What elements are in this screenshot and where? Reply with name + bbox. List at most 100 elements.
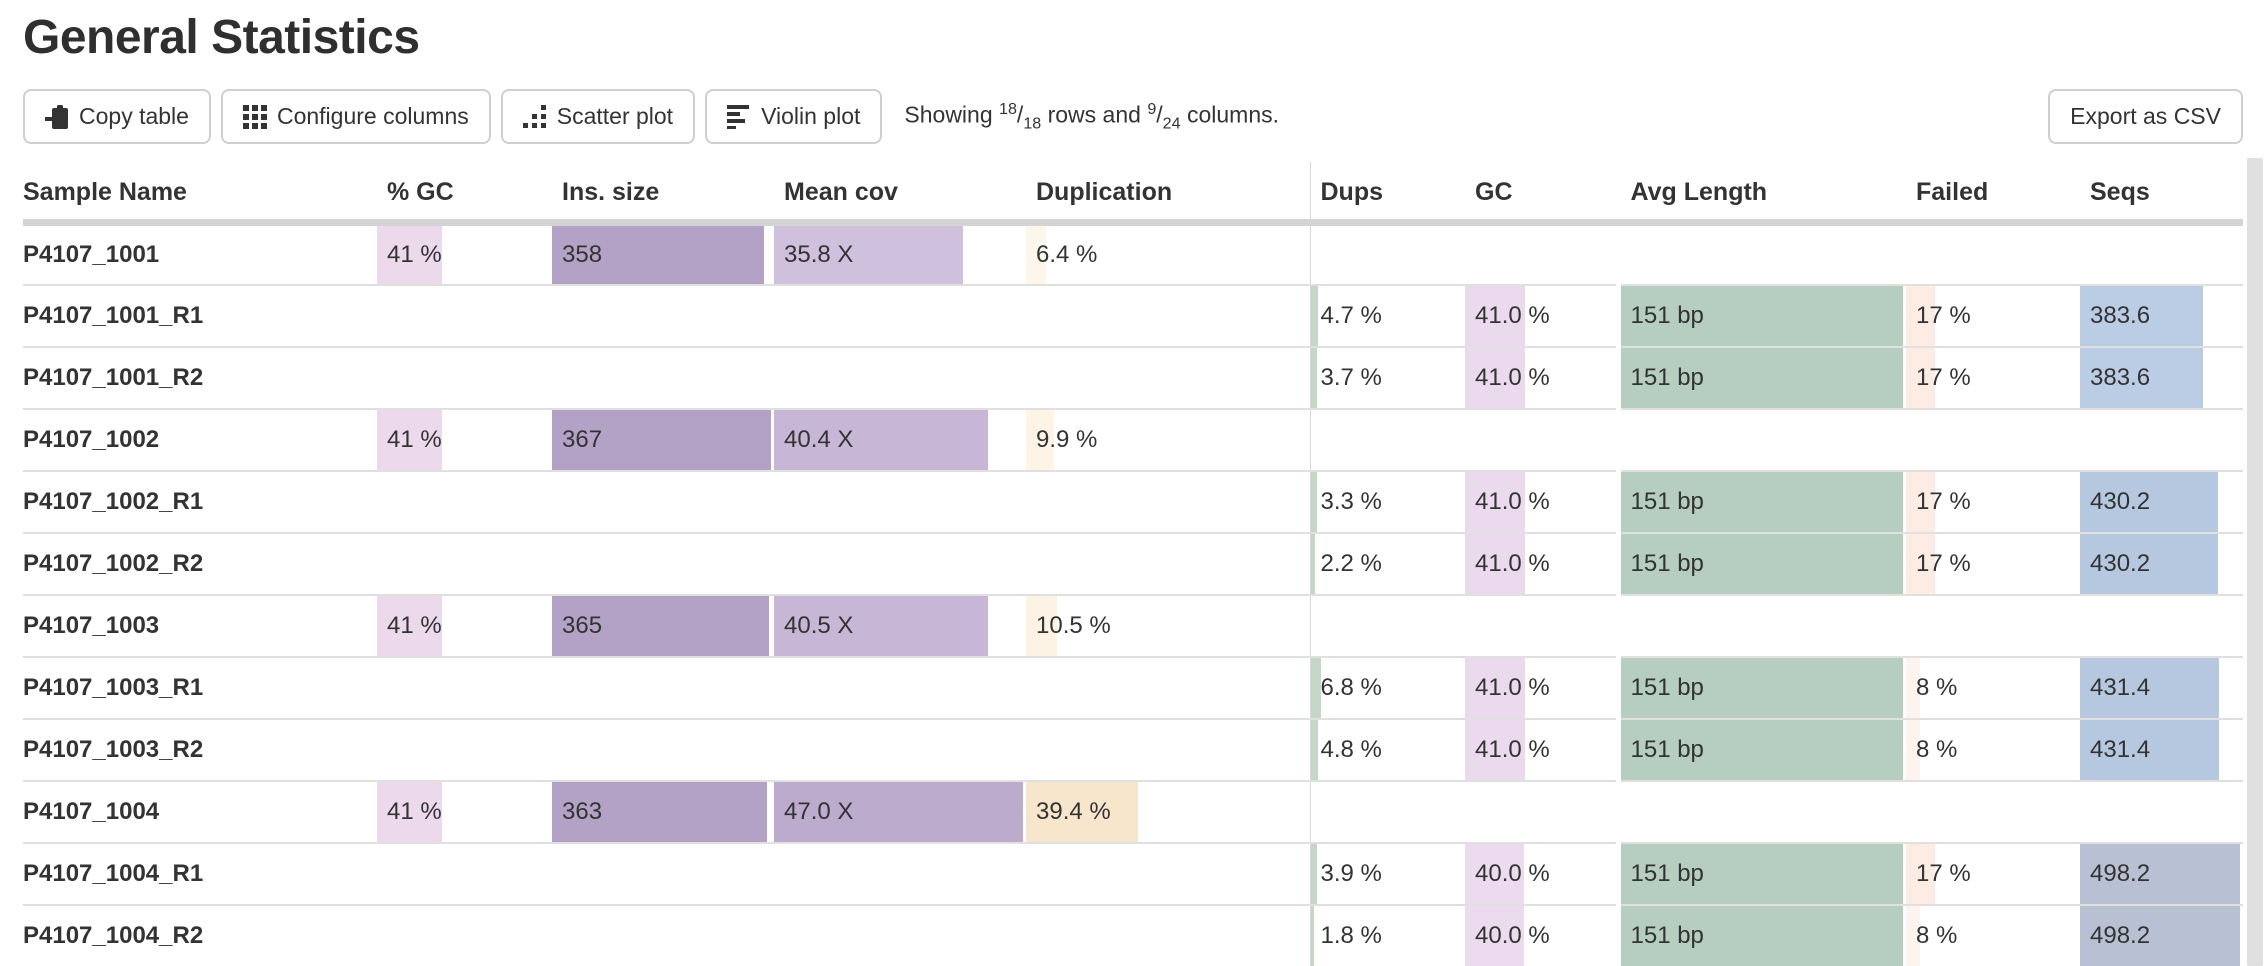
column-header-avg_length[interactable]: Avg Length (1615, 162, 1906, 226)
scatter-icon (522, 104, 547, 129)
value-bar-track (1465, 657, 1613, 718)
cell-value: 41.0 % (1475, 735, 1550, 763)
value-bar-track (1310, 471, 1463, 532)
value-cell-failed: 8 % (1906, 718, 2080, 782)
value-bar (1465, 347, 1526, 408)
sample-name-cell: P4107_1004 (23, 780, 377, 844)
value-cell-avg_length (1615, 222, 1906, 286)
column-header-dups[interactable]: Dups (1309, 162, 1465, 226)
value-bar (1620, 471, 1903, 532)
sample-name: P4107_1003 (23, 611, 160, 639)
cell-value: 4.8 % (1320, 735, 1382, 763)
value-cell-pct_gc (377, 470, 552, 534)
value-cell-avg_length: 151 bp (1615, 842, 1906, 906)
value-bar-track (1310, 285, 1463, 346)
cell-value: 40.0 % (1475, 921, 1550, 949)
column-header-seqs[interactable]: Seqs (2080, 162, 2243, 226)
value-cell-gc (1465, 594, 1618, 658)
export-csv-button[interactable]: Export as CSV (2048, 89, 2243, 144)
value-cell-avg_length (1615, 408, 1906, 472)
value-cell-seqs (2080, 222, 2243, 286)
value-cell-seqs: 383.6 (2080, 346, 2243, 410)
value-bar (774, 409, 989, 470)
sample-name-cell: P4107_1002_R2 (23, 532, 377, 596)
value-bar-track (1026, 595, 1307, 656)
value-bar (774, 595, 989, 656)
cell-value: 151 bp (1630, 673, 1704, 701)
vertical-scrollbar[interactable] (2247, 158, 2263, 966)
value-cell-gc: 40.0 % (1465, 904, 1618, 966)
value-cell-mean_cov (774, 904, 1026, 966)
table-row: P4107_1004_R2 1.8 % 40.0 % 151 bp 8 % 498.2 (23, 904, 2243, 966)
value-cell-dups: 3.3 % (1309, 470, 1465, 534)
value-bar (774, 781, 1023, 842)
value-bar-track (1620, 657, 1903, 718)
cell-value: 41.0 % (1475, 549, 1550, 577)
sample-name: P4107_1002_R1 (23, 487, 204, 515)
cols-total: 24 (1162, 114, 1181, 133)
scatter-plot-label: Scatter plot (556, 103, 674, 129)
sample-name-cell: P4107_1001_R1 (23, 284, 377, 348)
value-bar (1465, 905, 1524, 966)
sample-name-cell: P4107_1001 (23, 222, 377, 286)
column-header-gc[interactable]: GC (1465, 162, 1618, 226)
sample-name: P4107_1003_R1 (23, 673, 204, 701)
column-header-failed[interactable]: Failed (1906, 162, 2080, 226)
value-cell-duplication (1026, 718, 1310, 782)
value-bar-track (1310, 657, 1463, 718)
violin-icon (727, 104, 751, 129)
value-cell-ins_size (552, 284, 774, 348)
value-bar-track (552, 226, 771, 284)
value-cell-mean_cov (774, 718, 1026, 782)
violin-plot-button[interactable]: Violin plot (705, 89, 883, 144)
value-bar-track (1465, 719, 1613, 780)
cell-value: 6.4 % (1036, 240, 1098, 268)
value-bar (1465, 533, 1526, 594)
value-cell-seqs (2080, 594, 2243, 658)
value-bar (1465, 657, 1526, 718)
table-row: P4107_1002_R1 3.3 % 41.0 % 151 bp 17 % 430.2 (23, 470, 2243, 534)
cell-value: 47.0 X (784, 797, 854, 825)
value-cell-avg_length: 151 bp (1615, 346, 1906, 410)
sample-name: P4107_1001_R2 (23, 363, 204, 391)
value-cell-duplication (1026, 346, 1310, 410)
cell-value: 8 % (1916, 673, 1958, 701)
value-cell-ins_size (552, 470, 774, 534)
value-cell-failed (1906, 594, 2080, 658)
value-bar-track (1310, 843, 1463, 904)
scatter-plot-button[interactable]: Scatter plot (500, 89, 696, 144)
value-bar (1906, 719, 1920, 780)
cell-value: 41 % (387, 611, 442, 639)
value-bar (1310, 905, 1314, 966)
column-header-ins_size[interactable]: Ins. size (552, 162, 774, 226)
value-cell-seqs: 498.2 (2080, 842, 2243, 906)
column-header-mean_cov[interactable]: Mean cov (774, 162, 1026, 226)
value-bar-track (1620, 719, 1903, 780)
value-cell-seqs: 430.2 (2080, 470, 2243, 534)
column-header-duplication[interactable]: Duplication (1026, 162, 1310, 226)
cell-value: 9.9 % (1036, 425, 1098, 453)
value-bar-track (377, 781, 549, 842)
configure-columns-button[interactable]: Configure columns (220, 89, 491, 144)
cell-value: 358 (562, 240, 603, 268)
value-bar (1465, 719, 1526, 780)
cell-value: 41.0 % (1475, 673, 1550, 701)
value-cell-dups (1309, 780, 1465, 844)
copy-table-button[interactable]: Copy table (23, 89, 211, 144)
value-bar (1310, 657, 1322, 718)
column-header-pct_gc[interactable]: % GC (377, 162, 552, 226)
sample-name-cell: P4107_1004_R2 (23, 904, 377, 966)
export-csv-label: Export as CSV (2070, 103, 2221, 129)
value-cell-gc: 41.0 % (1465, 532, 1618, 596)
value-cell-mean_cov (774, 470, 1026, 534)
cell-value: 151 bp (1630, 921, 1704, 949)
value-cell-avg_length: 151 bp (1615, 470, 1906, 534)
value-bar-track (1620, 471, 1903, 532)
sample-name: P4107_1004 (23, 797, 160, 825)
value-bar (2080, 471, 2218, 532)
table-row: P4107_1002_R2 2.2 % 41.0 % 151 bp 17 % 430.2 (23, 532, 2243, 596)
cell-value: 3.9 % (1320, 859, 1382, 887)
column-header-sample[interactable]: Sample Name (23, 162, 377, 226)
value-cell-avg_length: 151 bp (1615, 656, 1906, 720)
value-cell-ins_size (552, 904, 774, 966)
